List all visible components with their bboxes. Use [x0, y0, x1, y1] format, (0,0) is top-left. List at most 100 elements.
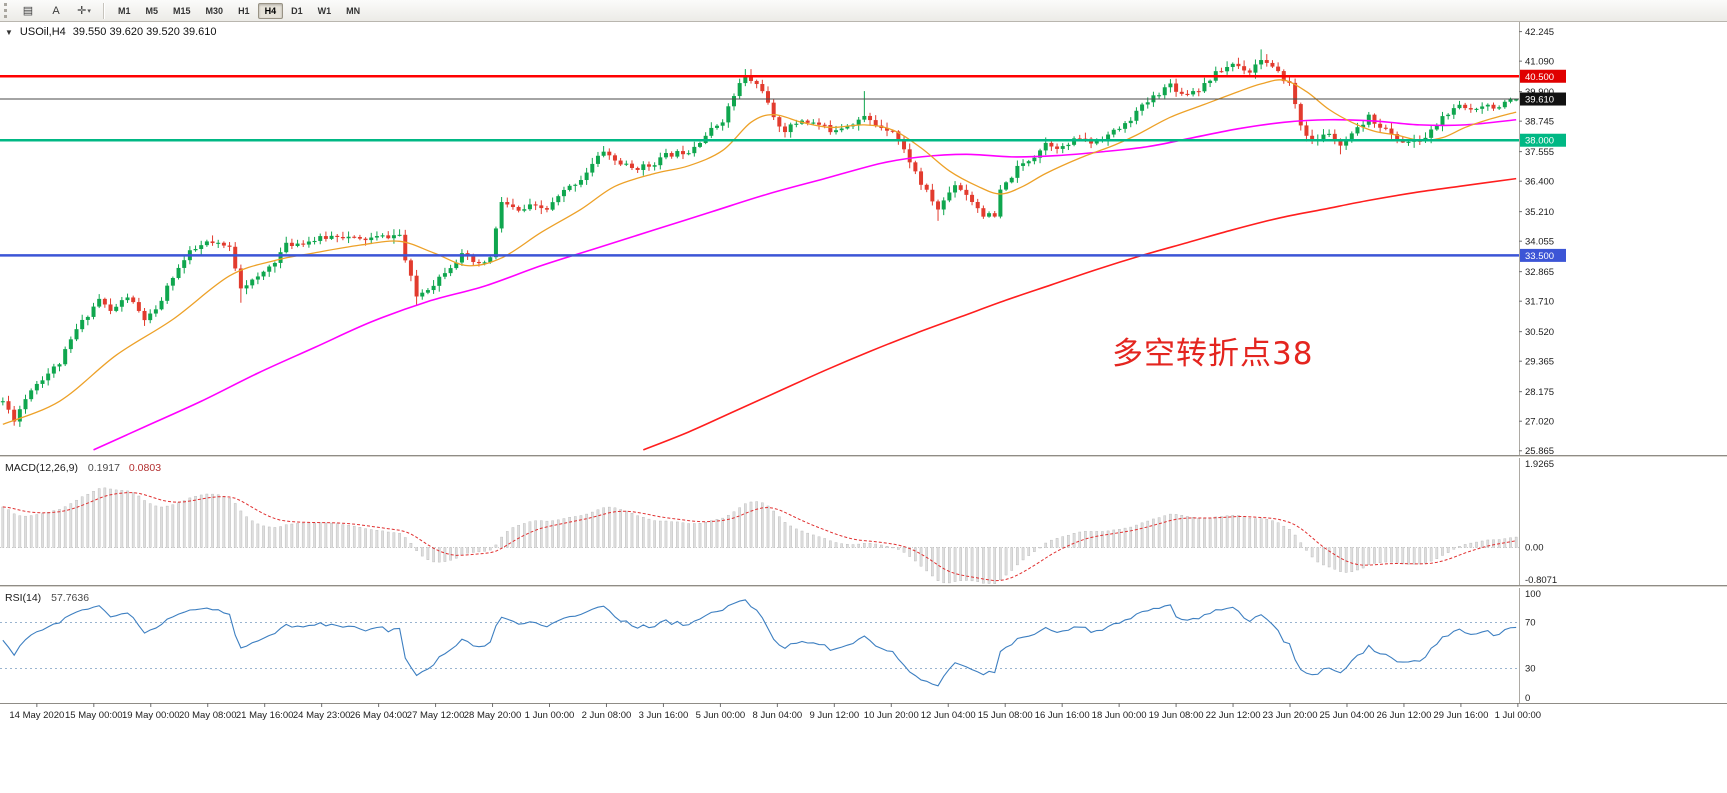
y-tick-label: 39.900 [1525, 87, 1554, 98]
x-tick-label: 3 Jun 16:00 [639, 710, 689, 721]
moving-averages [2, 79, 1517, 451]
chart-canvas[interactable]: 42.245 41.090 39.900 38.745 37.555 36.400 35.2… [0, 22, 1727, 793]
ma-medium-magenta [93, 118, 1517, 451]
macd-histogram [1, 487, 1518, 584]
x-tick-label: 26 Jun 12:00 [1376, 710, 1431, 721]
x-tick-label: 2 Jun 08:00 [582, 710, 632, 721]
timeframe-button-h1[interactable]: H1 [238, 5, 250, 16]
dropdown-caret-icon: ▾ [87, 7, 91, 15]
x-tick-label: 20 May 08:00 [179, 710, 237, 721]
chart-list-button[interactable]: ▤ [15, 1, 41, 21]
y-tick-label: 28.175 [1525, 387, 1554, 398]
toolbar-icon-group: ▤ A ✛ ▾ [15, 1, 97, 21]
symbol-timeframe-label: USOil,H4 [19, 26, 66, 38]
y-tick-label: 29.365 [1525, 356, 1554, 367]
x-tick-label: 10 Jun 20:00 [864, 710, 919, 721]
text-label-icon: A [52, 4, 60, 17]
macd-signal-line [2, 492, 1517, 582]
macd-value-main: 0.1917 [87, 462, 120, 474]
price-level-badge-bg [1520, 69, 1566, 83]
y-tick-label: 36.400 [1525, 176, 1554, 187]
rsi-value: 57.7636 [51, 592, 90, 604]
macd-axis-label: -0.8071 [1525, 575, 1557, 586]
price-level-badge-bg [1520, 248, 1566, 262]
y-tick-label: 34.055 [1525, 236, 1554, 247]
y-tick-label: 32.865 [1525, 267, 1554, 278]
x-tick-label: 19 Jun 08:00 [1149, 710, 1204, 721]
chart-header: ▼ USOil,H4 39.550 39.620 39.520 39.610 [5, 26, 217, 38]
y-tick-label: 25.865 [1525, 446, 1554, 457]
ma-fast-orange [2, 79, 1517, 425]
price-level-badge: 33.500 [1525, 251, 1554, 262]
timeframe-button-h4[interactable]: H4 [257, 2, 284, 19]
panel-separator-macd[interactable] [0, 455, 1727, 458]
y-tick-label: 35.210 [1525, 207, 1554, 218]
text-label-button[interactable]: A [43, 1, 69, 21]
macd-axis-label: 1.9265 [1525, 459, 1554, 470]
x-tick-label: 15 May 00:00 [65, 710, 123, 721]
price-levels[interactable] [0, 75, 1519, 257]
macd-label: MACD(12,26,9) 0.1917 0.0803 [5, 462, 161, 474]
x-tick-label: 19 May 00:00 [122, 710, 180, 721]
timeframe-button-m15[interactable]: M15 [173, 5, 191, 16]
x-tick-label: 22 Jun 12:00 [1206, 710, 1261, 721]
x-tick-label: 5 Jun 00:00 [696, 710, 746, 721]
chart-annotation-text: 多空转折点38 [1112, 336, 1314, 372]
candles [0, 49, 1519, 427]
rsi-label: RSI(14) 57.7636 [5, 592, 89, 604]
timeframe-button-m30[interactable]: M30 [205, 5, 224, 16]
y-tick-label: 31.710 [1525, 296, 1554, 307]
toolbar: ▤ A ✛ ▾ M1 M5 M15 M30 H1 H4 D1 W1 MN [0, 0, 1727, 22]
timeframe-group: M1 M5 M15 M30 H1 H4 D1 W1 MN [111, 2, 367, 19]
x-tick-label: 24 May 23:00 [293, 710, 351, 721]
timeframe-button-d1[interactable]: D1 [291, 5, 303, 16]
price-level-badge: 39.610 [1525, 95, 1554, 106]
time-axis[interactable]: 14 May 2020 15 May 00:00 19 May 00:00 20 Ma… [9, 703, 1541, 721]
price-level-badge: 40.500 [1525, 72, 1554, 83]
x-tick-label: 1 Jun 00:00 [525, 710, 575, 721]
y-tick-label: 38.745 [1525, 116, 1554, 127]
x-tick-label: 14 May 2020 [9, 710, 64, 721]
crosshair-button[interactable]: ✛ ▾ [71, 1, 97, 21]
x-tick-label: 12 Jun 04:00 [921, 710, 976, 721]
rsi-line [2, 599, 1517, 687]
price-level-badge-bg [1520, 133, 1566, 147]
x-tick-label: 25 Jun 04:00 [1320, 710, 1375, 721]
x-tick-label: 8 Jun 04:00 [753, 710, 803, 721]
rsi-indicator-name: RSI(14) [5, 592, 42, 604]
x-tick-label: 15 Jun 08:00 [978, 710, 1033, 721]
ohlc-values: 39.550 39.620 39.520 39.610 [72, 26, 217, 38]
x-tick-label: 27 May 12:00 [407, 710, 465, 721]
chart-list-icon: ▤ [22, 5, 34, 17]
x-tick-label: 29 Jun 16:00 [1433, 710, 1488, 721]
x-tick-label: 23 Jun 20:00 [1263, 710, 1318, 721]
timeframe-button-w1[interactable]: W1 [317, 5, 332, 16]
price-level-badge: 38.000 [1525, 136, 1554, 147]
panel-separator-rsi[interactable] [0, 585, 1727, 588]
timeframe-button-m1[interactable]: M1 [118, 5, 131, 16]
timeframe-button-m5[interactable]: M5 [145, 5, 159, 16]
rsi-axis-label: 70 [1525, 618, 1536, 629]
rsi-axis-label: 30 [1525, 664, 1536, 675]
rsi-axis-label: 100 [1525, 589, 1541, 600]
x-tick-label: 18 Jun 00:00 [1092, 710, 1147, 721]
macd-value-signal: 0.0803 [128, 462, 162, 474]
crosshair-icon: ✛ [77, 5, 87, 17]
chart-area: 42.245 41.090 39.900 38.745 37.555 36.400 35.2… [0, 22, 1727, 793]
x-tick-label: 1 Jul 00:00 [1495, 710, 1541, 721]
ohlc-toggle-icon[interactable]: ▼ [5, 27, 13, 37]
price-level-badge-bg [1520, 92, 1566, 106]
x-tick-label: 9 Jun 12:00 [809, 710, 859, 721]
y-tick-label: 30.520 [1525, 327, 1554, 338]
x-tick-label: 26 May 04:00 [350, 710, 408, 721]
price-axis[interactable]: 42.245 41.090 39.900 38.745 37.555 36.400 35.2… [1519, 27, 1566, 457]
timeframe-button-mn[interactable]: MN [346, 5, 361, 16]
toolbar-grip[interactable] [4, 3, 10, 18]
toolbar-separator [103, 2, 105, 19]
rsi-axis[interactable]: 100 70 30 0 [1525, 589, 1541, 704]
y-tick-label: 42.245 [1525, 27, 1554, 38]
y-tick-label: 27.020 [1525, 416, 1554, 427]
y-tick-label: 41.090 [1525, 56, 1554, 67]
macd-axis[interactable]: 1.9265 0.00 -0.8071 [1525, 459, 1557, 586]
